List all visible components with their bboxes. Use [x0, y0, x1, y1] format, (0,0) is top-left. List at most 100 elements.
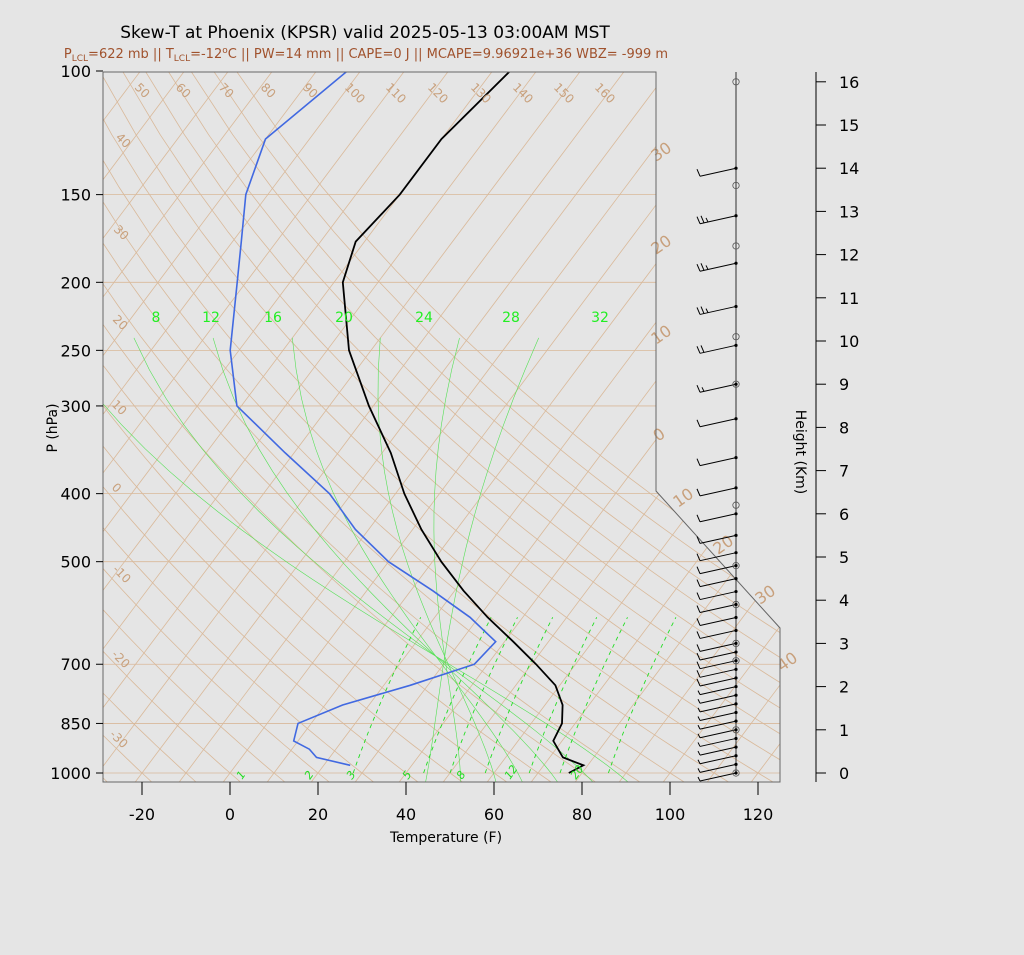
dry-adiabat-line — [168, 71, 995, 782]
height-tick-label: 8 — [839, 418, 849, 437]
y-tick-label: 300 — [60, 397, 91, 416]
mixing-ratio-line — [450, 617, 518, 773]
wind-barb-feather — [706, 309, 708, 313]
isotherm-label: 30 — [647, 138, 675, 165]
dry-adiabat-line — [9, 71, 685, 782]
dry-adiabat-line — [0, 71, 152, 782]
isotherm-line — [707, 71, 1024, 782]
isotherm-line — [0, 71, 8, 782]
isotherm-line — [0, 71, 272, 782]
wind-barb — [700, 661, 736, 669]
y-tick-label: 500 — [60, 553, 91, 572]
wind-barb-feather — [697, 567, 700, 574]
height-tick-label: 2 — [839, 678, 849, 697]
dry-adiabat-line — [31, 71, 728, 782]
wind-barb-feather — [697, 618, 700, 625]
moist-adiabat-label: 12 — [202, 310, 220, 326]
wind-barb-feather — [697, 346, 700, 353]
wind-barb — [700, 263, 736, 271]
y-tick-label: 700 — [60, 655, 91, 674]
isotherm-label: 130 — [468, 80, 494, 106]
wind-barb-feather — [698, 725, 700, 729]
mixing-ratio-label: 5 — [400, 769, 415, 782]
dry-adiabat-line — [0, 71, 240, 782]
wind-barb-feather — [697, 662, 700, 669]
wind-barb-feather — [697, 644, 700, 651]
moist-adiabat-label: 24 — [415, 310, 433, 326]
moist-adiabat-line — [292, 338, 522, 782]
chart-subtitle: PLCL=622 mb || TLCL=-12oC || PW=14 mm ||… — [64, 46, 668, 64]
dry-adiabat-line — [145, 71, 950, 782]
wind-barb-feather — [697, 385, 700, 392]
isotherm-label: 80 — [258, 80, 279, 101]
moist-adiabat-line — [434, 338, 461, 782]
height-tick-label: 6 — [839, 505, 849, 524]
isotherm-label: 50 — [132, 80, 153, 101]
isotherm-line — [3, 71, 536, 782]
moist-adiabat-label: 28 — [502, 310, 520, 326]
x-tick-label: -20 — [129, 805, 155, 824]
height-tick-label: 7 — [839, 462, 849, 481]
y-tick-label: 1000 — [50, 764, 91, 783]
dry-adiabat-line — [236, 71, 1024, 782]
x-tick-label: 0 — [225, 805, 235, 824]
dry-adiabat-line — [0, 71, 507, 782]
height-tick-label: 9 — [839, 375, 849, 394]
moist-adiabat-line — [134, 338, 593, 782]
y-tick-label: 850 — [60, 714, 91, 733]
wind-barb-feather — [697, 169, 700, 176]
height-tick-label: 11 — [839, 289, 859, 308]
y-axis-title: P (hPa) — [45, 403, 61, 452]
mixing-ratio-label: 2 — [302, 769, 317, 782]
wind-barb — [700, 695, 736, 703]
wind-barb-feather — [697, 515, 700, 522]
height-tick-label: 3 — [839, 634, 849, 653]
moist-adiabat-label: 32 — [591, 310, 609, 326]
wind-barb-feather — [702, 387, 704, 391]
chart-title: Skew-T at Phoenix (KPSR) valid 2025-05-1… — [120, 23, 610, 43]
wind-barb — [700, 488, 736, 496]
wind-barb-feather — [697, 631, 700, 638]
isotherm-label: 20 — [110, 312, 131, 333]
isotherm-label: 40 — [773, 648, 801, 675]
moist-adiabat-label: 16 — [264, 310, 282, 326]
wind-barb-feather — [698, 751, 700, 755]
wind-barb-feather — [698, 777, 700, 781]
isotherm-line — [795, 71, 1024, 782]
wind-barb — [700, 738, 736, 746]
wind-barb-feather — [698, 717, 700, 721]
y-tick-label: 100 — [60, 62, 91, 81]
wind-barb — [700, 678, 736, 686]
isotherm-line — [179, 71, 712, 782]
height-tick-label: 12 — [839, 246, 859, 265]
wind-barb-feather — [698, 768, 700, 772]
wind-barb-feather — [701, 307, 704, 314]
height-tick-label: 5 — [839, 548, 849, 567]
isotherm-line — [0, 71, 184, 782]
moist-adiabat-line — [378, 338, 496, 782]
moist-adiabat-label: 20 — [335, 310, 353, 326]
y-tick-label: 250 — [60, 341, 91, 360]
wind-barb — [700, 756, 736, 764]
dry-adiabat-line — [0, 71, 551, 782]
wind-barb — [700, 730, 736, 738]
isotherm-label: 10 — [647, 321, 675, 348]
isotherm-line — [0, 71, 228, 782]
height-tick-label: 14 — [839, 159, 859, 178]
height-tick-label: 13 — [839, 202, 859, 221]
height-tick-label: 10 — [839, 332, 859, 351]
wind-barb — [700, 764, 736, 772]
isotherm-label: 10 — [669, 484, 697, 511]
y-tick-label: 400 — [60, 485, 91, 504]
wind-barb-feather — [697, 420, 700, 427]
wind-barb-feather — [706, 218, 708, 222]
isotherm-label: 110 — [383, 80, 409, 106]
wind-barb — [700, 514, 736, 522]
mixing-ratio-label: 8 — [454, 769, 469, 782]
mixing-ratio-label: 3 — [344, 769, 359, 782]
dry-adiabat-line — [0, 71, 285, 782]
x-tick-label: 20 — [308, 805, 328, 824]
height-tick-label: 1 — [839, 721, 849, 740]
